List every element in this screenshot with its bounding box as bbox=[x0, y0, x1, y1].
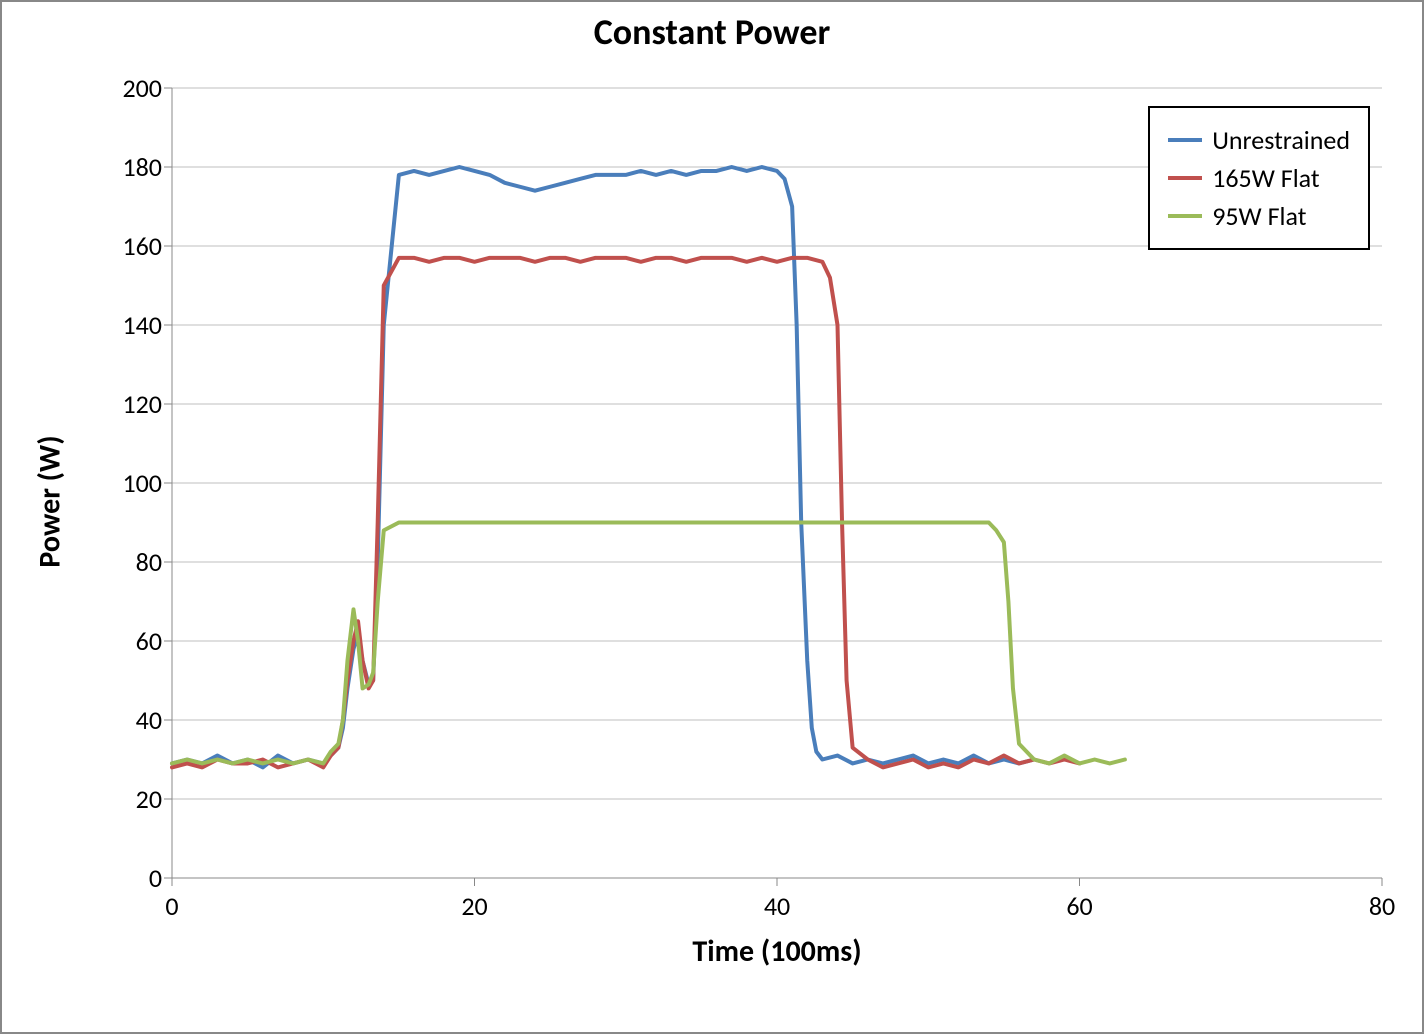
legend-label: 95W Flat bbox=[1212, 200, 1306, 232]
series-line bbox=[172, 523, 1125, 764]
y-tick-label: 160 bbox=[92, 230, 162, 262]
legend: Unrestrained 165W Flat 95W Flat bbox=[1148, 106, 1370, 250]
chart-frame: Constant Power Power (W) Time (100ms) 0 2… bbox=[0, 0, 1424, 1034]
x-tick-label: 0 bbox=[142, 890, 202, 922]
y-tick-label: 120 bbox=[92, 388, 162, 420]
series-line bbox=[172, 258, 1080, 768]
y-tick-label: 80 bbox=[92, 546, 162, 578]
y-axis-label: Power (W) bbox=[32, 107, 69, 897]
y-tick-label: 60 bbox=[92, 625, 162, 657]
y-tick-label: 200 bbox=[92, 72, 162, 104]
legend-swatch bbox=[1168, 176, 1202, 180]
x-tick-label: 20 bbox=[445, 890, 505, 922]
x-tick-label: 80 bbox=[1352, 890, 1412, 922]
legend-label: 165W Flat bbox=[1212, 162, 1319, 194]
x-axis-label: Time (100ms) bbox=[172, 933, 1382, 970]
legend-swatch bbox=[1168, 138, 1202, 142]
y-tick-label: 180 bbox=[92, 151, 162, 183]
x-tick-label: 60 bbox=[1050, 890, 1110, 922]
legend-item: 165W Flat bbox=[1168, 162, 1350, 194]
y-tick-label: 20 bbox=[92, 783, 162, 815]
y-tick-label: 100 bbox=[92, 467, 162, 499]
legend-swatch bbox=[1168, 214, 1202, 218]
x-tick-label: 40 bbox=[747, 890, 807, 922]
chart-title: Constant Power bbox=[2, 10, 1422, 54]
y-tick-label: 140 bbox=[92, 309, 162, 341]
legend-label: Unrestrained bbox=[1212, 124, 1350, 156]
legend-item: 95W Flat bbox=[1168, 200, 1350, 232]
y-tick-label: 40 bbox=[92, 704, 162, 736]
legend-item: Unrestrained bbox=[1168, 124, 1350, 156]
